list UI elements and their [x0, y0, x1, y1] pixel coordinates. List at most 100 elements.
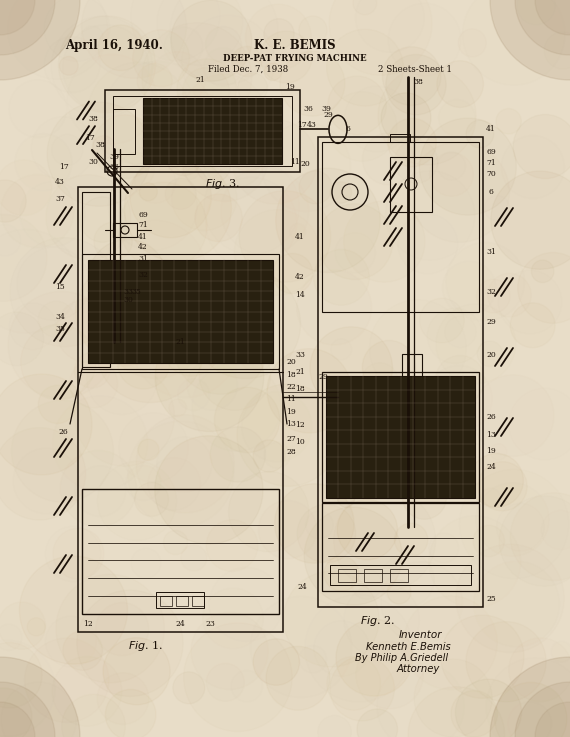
Text: 31: 31 [138, 255, 148, 263]
Circle shape [182, 68, 229, 114]
Circle shape [324, 556, 359, 591]
Text: 26: 26 [58, 428, 68, 436]
Text: 17: 17 [59, 163, 69, 171]
Circle shape [253, 639, 299, 685]
Text: 69: 69 [138, 211, 148, 219]
Text: 38: 38 [95, 141, 105, 149]
Text: DEEP-PAT FRYING MACHINE: DEEP-PAT FRYING MACHINE [223, 54, 367, 63]
Text: 19: 19 [486, 447, 496, 455]
Text: 41: 41 [138, 233, 148, 241]
Circle shape [103, 638, 170, 705]
Text: 39: 39 [321, 105, 331, 113]
Bar [82, 254, 279, 369]
Circle shape [182, 115, 268, 201]
Text: 24: 24 [486, 463, 496, 471]
Bar [338, 569, 356, 582]
Circle shape [387, 580, 411, 604]
Text: 24: 24 [297, 583, 307, 591]
Circle shape [337, 500, 397, 560]
Text: 69: 69 [486, 148, 496, 156]
Text: 25: 25 [486, 595, 496, 603]
Circle shape [128, 285, 153, 310]
Text: 30: 30 [123, 296, 133, 304]
Circle shape [337, 491, 355, 507]
Text: Attorney: Attorney [396, 664, 439, 674]
Circle shape [0, 0, 80, 80]
Text: 17: 17 [297, 121, 307, 129]
Text: 42: 42 [295, 273, 305, 281]
Text: 17: 17 [85, 133, 95, 142]
Text: Inventor: Inventor [398, 630, 442, 640]
Circle shape [139, 183, 157, 200]
Bar [322, 372, 479, 502]
Text: 26: 26 [486, 413, 496, 421]
Text: 6: 6 [345, 125, 351, 133]
Circle shape [491, 171, 570, 269]
Circle shape [495, 682, 567, 737]
Text: 23: 23 [205, 620, 215, 628]
Text: 33: 33 [123, 288, 133, 296]
Circle shape [154, 436, 263, 544]
Text: 35: 35 [55, 325, 65, 333]
Text: $\mathit{Fig}$. 2.: $\mathit{Fig}$. 2. [360, 614, 395, 628]
Circle shape [136, 415, 234, 513]
Text: 18: 18 [286, 371, 296, 379]
Text: Filed Dec. 7, 1938: Filed Dec. 7, 1938 [208, 65, 288, 74]
Text: 21: 21 [195, 76, 205, 84]
Text: 15: 15 [55, 283, 65, 291]
Text: 39: 39 [109, 153, 119, 161]
Text: 24: 24 [175, 620, 185, 628]
Circle shape [0, 657, 80, 737]
Text: 34: 34 [55, 313, 65, 321]
Bar [160, 596, 172, 606]
Bar [156, 592, 204, 608]
Circle shape [319, 452, 370, 503]
Bar [402, 354, 422, 382]
Circle shape [535, 0, 570, 35]
Circle shape [214, 387, 280, 453]
Circle shape [0, 682, 55, 737]
Text: 38: 38 [413, 78, 423, 86]
Text: 22: 22 [286, 383, 296, 391]
Text: 29: 29 [318, 373, 328, 381]
Circle shape [98, 25, 144, 71]
Bar [82, 192, 110, 367]
Text: 14: 14 [295, 291, 305, 299]
Circle shape [470, 453, 523, 507]
Bar [390, 157, 432, 212]
Bar [322, 503, 479, 591]
Bar [78, 187, 283, 632]
Text: 11: 11 [286, 395, 296, 403]
Circle shape [336, 619, 413, 696]
Bar [318, 137, 483, 607]
Text: K. E. BEMIS: K. E. BEMIS [254, 38, 336, 52]
Text: 36: 36 [109, 163, 119, 171]
Text: 19: 19 [286, 408, 296, 416]
Text: 38: 38 [88, 115, 98, 122]
Text: 30: 30 [88, 158, 98, 166]
Circle shape [490, 0, 570, 80]
Text: 18: 18 [295, 385, 305, 393]
Bar [390, 569, 408, 582]
Circle shape [515, 682, 570, 737]
Bar [390, 134, 410, 142]
Text: 13: 13 [286, 420, 296, 428]
Text: 71: 71 [138, 221, 148, 229]
Circle shape [96, 603, 149, 656]
Text: 29: 29 [323, 111, 333, 119]
Bar [143, 98, 282, 164]
Text: 42: 42 [138, 243, 148, 251]
Circle shape [0, 0, 35, 35]
Circle shape [381, 93, 431, 143]
Bar [88, 260, 273, 363]
Text: 32: 32 [138, 271, 148, 279]
Circle shape [128, 421, 234, 527]
Text: 28: 28 [286, 448, 296, 456]
Text: 43: 43 [307, 121, 317, 129]
Circle shape [0, 702, 35, 737]
Text: 29: 29 [486, 318, 496, 326]
Circle shape [535, 702, 570, 737]
Text: 20: 20 [286, 358, 296, 366]
Text: 36: 36 [303, 105, 313, 113]
Text: 37: 37 [55, 195, 65, 203]
